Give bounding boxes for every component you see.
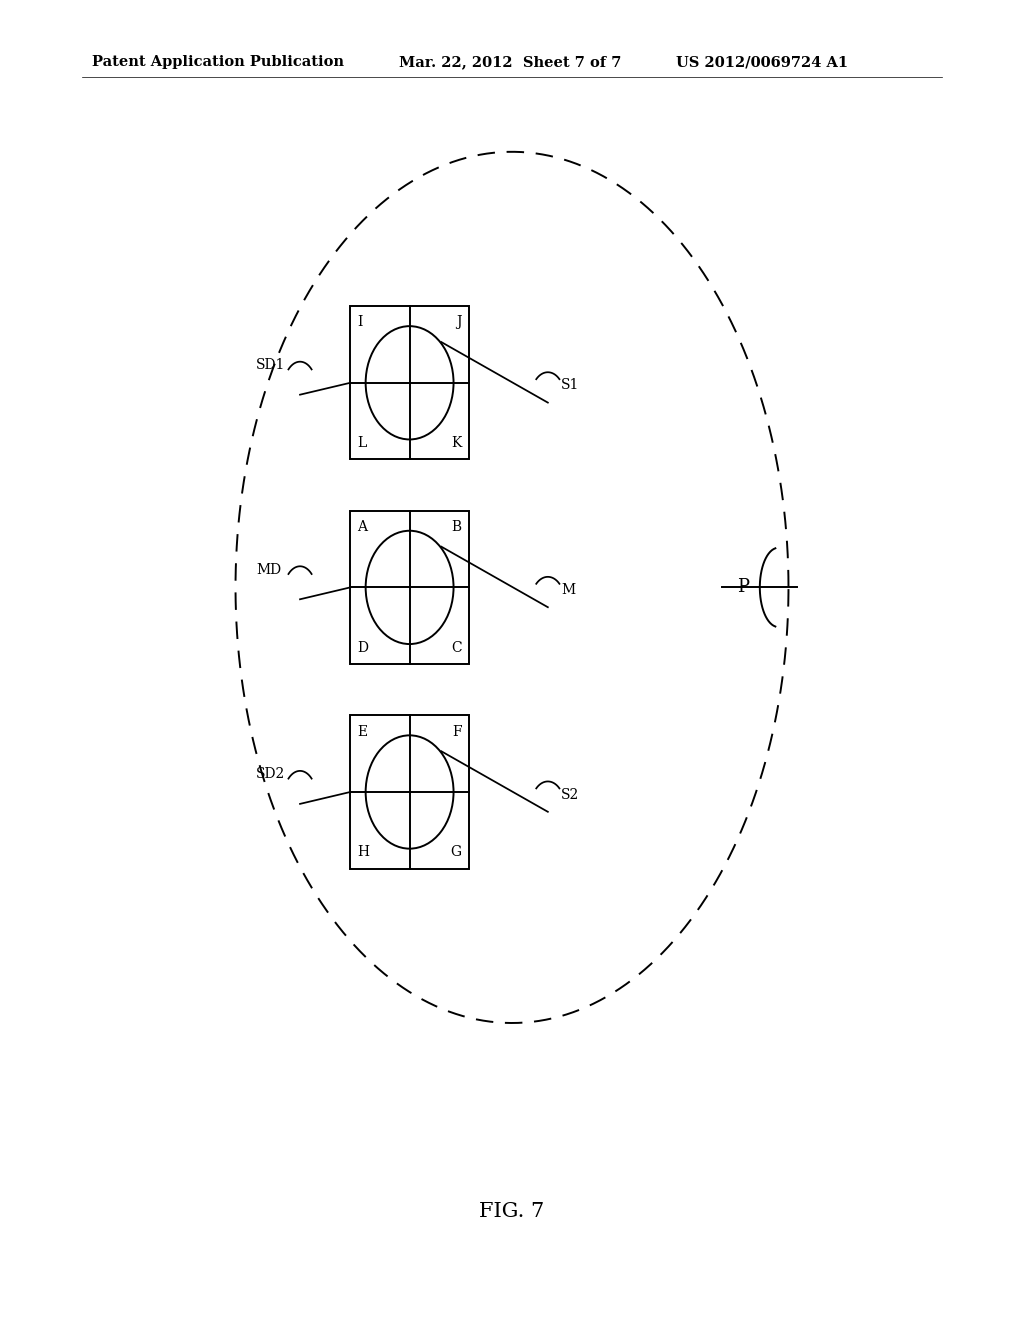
Bar bbox=[350, 511, 469, 664]
Bar bbox=[350, 715, 469, 869]
Text: J: J bbox=[457, 315, 462, 330]
Text: C: C bbox=[452, 640, 462, 655]
Text: SD1: SD1 bbox=[256, 358, 286, 372]
Text: Patent Application Publication: Patent Application Publication bbox=[92, 55, 344, 70]
Text: S1: S1 bbox=[561, 379, 580, 392]
Text: I: I bbox=[357, 315, 362, 330]
Text: FIG. 7: FIG. 7 bbox=[479, 1203, 545, 1221]
Text: S2: S2 bbox=[561, 788, 580, 801]
Text: M: M bbox=[561, 583, 575, 597]
Text: A: A bbox=[357, 520, 368, 535]
Text: US 2012/0069724 A1: US 2012/0069724 A1 bbox=[676, 55, 848, 70]
Text: L: L bbox=[357, 436, 367, 450]
Text: Mar. 22, 2012  Sheet 7 of 7: Mar. 22, 2012 Sheet 7 of 7 bbox=[399, 55, 622, 70]
Text: P: P bbox=[737, 578, 750, 597]
Text: D: D bbox=[357, 640, 369, 655]
Text: G: G bbox=[451, 845, 462, 859]
Text: SD2: SD2 bbox=[256, 767, 286, 781]
Text: H: H bbox=[357, 845, 370, 859]
Bar bbox=[350, 306, 469, 459]
Text: B: B bbox=[452, 520, 462, 535]
Text: MD: MD bbox=[256, 562, 282, 577]
Text: K: K bbox=[452, 436, 462, 450]
Text: F: F bbox=[453, 725, 462, 739]
Text: E: E bbox=[357, 725, 368, 739]
